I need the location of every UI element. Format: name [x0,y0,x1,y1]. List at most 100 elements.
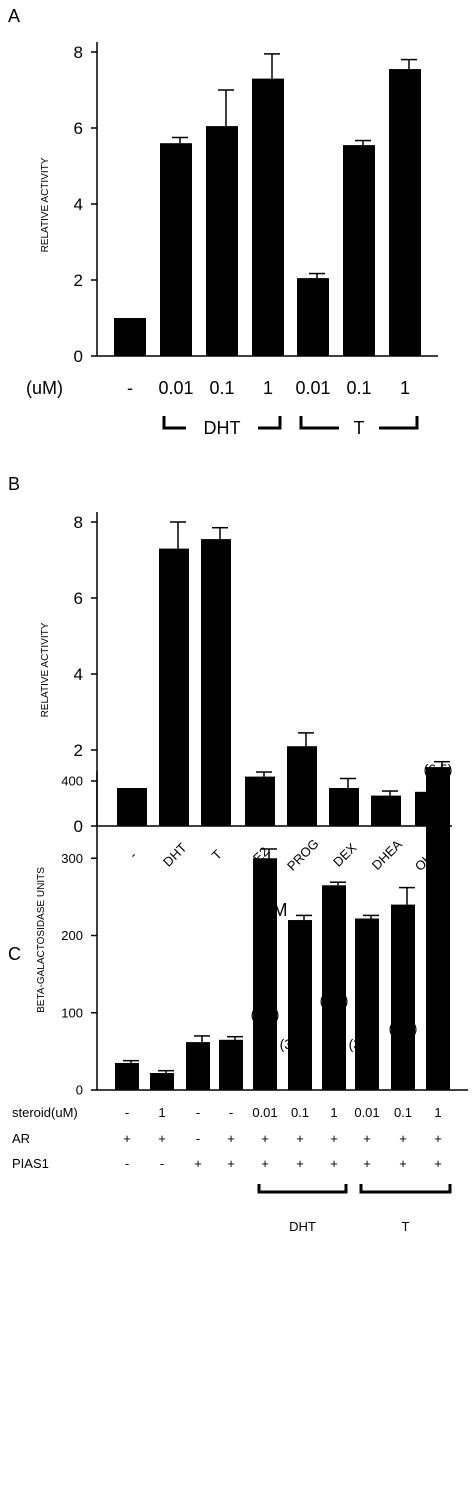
row-value: + [227,1131,235,1146]
row-value: - [160,1156,164,1171]
row-value: + [261,1131,269,1146]
group-bracket [359,1184,452,1194]
y-tick-label: 400 [61,774,83,789]
x-tick-label: - [127,378,133,398]
y-tick-label: 300 [61,851,83,866]
bar [115,1062,139,1090]
y-tick-label: 0 [76,1083,83,1098]
y-tick-label: 0 [74,347,83,366]
row-label: steroid(uM) [12,1105,78,1120]
group-bracket [162,416,186,430]
y-tick-label: 4 [74,195,83,214]
y-tick-label: 8 [74,513,83,532]
x-tick-label: 0.01 [295,378,330,398]
group-label: DHT [289,1219,316,1234]
row-value: + [434,1131,442,1146]
row-value: + [363,1131,371,1146]
fold-label: (3.4) [349,1036,378,1052]
bar [186,1042,210,1090]
x-tick-label: 0.01 [158,378,193,398]
row-value: + [296,1156,304,1171]
panel-label: B [8,474,20,494]
y-tick-label: 0 [74,817,83,836]
group-bracket [379,416,419,430]
bar [253,858,277,1090]
fold-label: (3.7) [389,1020,418,1036]
bar [252,78,284,356]
group-bracket [257,1184,348,1194]
x-tick-label: PROG [284,836,322,874]
group-bracket [258,416,282,430]
bar [160,143,192,356]
row-value: + [123,1131,131,1146]
unit-label: (uM) [26,378,63,398]
bar [150,1073,174,1090]
group-label: T [402,1219,410,1234]
bar [117,788,147,826]
row-value: 0.01 [252,1105,277,1120]
row-value: + [158,1131,166,1146]
fold-label: (4.1) [320,992,349,1008]
panel-label: A [8,6,20,26]
group-bracket [299,416,339,430]
y-tick-label: 6 [74,119,83,138]
x-tick-label: 1 [263,378,273,398]
bar [219,1039,243,1090]
group-label: T [354,418,365,438]
y-tick-label: 100 [61,1005,83,1020]
panel-label: C [8,944,21,964]
x-tick-label: DHEA [369,837,405,873]
row-value: + [330,1131,338,1146]
fold-label: (4.6) [251,1006,280,1022]
row-value: 1 [330,1105,337,1120]
bar [201,539,231,826]
row-value: + [363,1156,371,1171]
bar [343,145,375,356]
y-axis-label: RELATIVE ACTIVITY [40,157,51,252]
bar [114,318,146,356]
x-tick-label: DHT [160,840,190,870]
bar [245,776,275,826]
row-value: + [399,1156,407,1171]
row-value: + [330,1156,338,1171]
bar [391,904,415,1090]
fold-label: (6.5) [424,761,453,777]
group-label: DHT [204,418,241,438]
row-value: 1 [158,1105,165,1120]
row-value: 0.1 [291,1105,309,1120]
row-value: + [227,1156,235,1171]
row-value: + [296,1131,304,1146]
row-label: PIAS1 [12,1156,49,1171]
bar [329,788,359,826]
y-tick-label: 6 [74,589,83,608]
x-tick-label: 0.1 [346,378,371,398]
bar [287,746,317,826]
y-tick-label: 8 [74,43,83,62]
y-axis-label: RELATIVE ACTIVITY [40,622,51,717]
y-axis-label: BETA-GALACTOSIDASE UNITS [36,867,47,1013]
bar [297,278,329,356]
row-value: + [399,1131,407,1146]
bar [355,918,379,1090]
row-value: - [125,1105,129,1120]
row-value: 1 [434,1105,441,1120]
bar [371,795,401,826]
bar [206,126,238,356]
y-tick-label: 200 [61,928,83,943]
row-value: + [194,1156,202,1171]
bar [389,69,421,356]
row-value: - [229,1105,233,1120]
row-value: + [261,1156,269,1171]
x-tick-label: - [126,848,140,862]
row-value: 0.1 [394,1105,412,1120]
row-value: - [196,1131,200,1146]
x-tick-label: T [209,847,225,863]
row-value: - [125,1156,129,1171]
fold-label: (3.4) [280,1036,309,1052]
row-value: + [434,1156,442,1171]
row-value: 0.01 [354,1105,379,1120]
y-tick-label: 2 [74,271,83,290]
row-value: - [196,1105,200,1120]
y-tick-label: 4 [74,665,83,684]
